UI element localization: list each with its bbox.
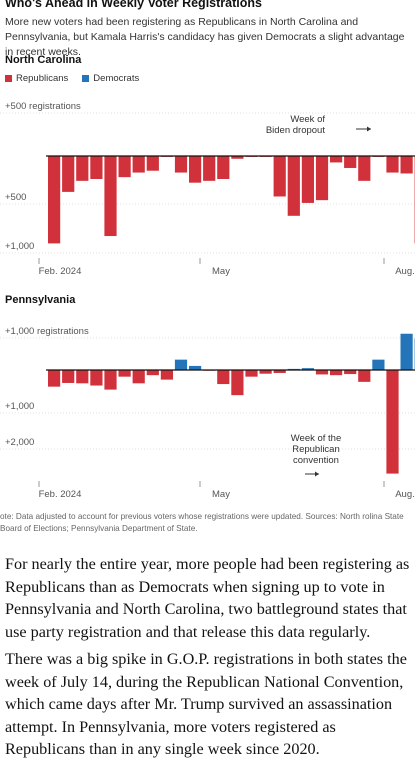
nc-bar-republicans <box>189 156 201 183</box>
pa-y-tick-label: +2,000 <box>5 437 34 448</box>
pa-y-tick-label: +1,000 <box>5 401 34 412</box>
pa-bar-republicans <box>147 370 159 375</box>
chart-title: Who's Ahead in Weekly Voter Registration… <box>5 0 262 10</box>
pa-bar-republicans <box>161 370 173 380</box>
pa-bar-republicans <box>133 370 145 383</box>
pa-bar-republicans <box>48 370 60 387</box>
nc-y-tick-label: +1,000 <box>5 241 34 252</box>
nc-bar-republicans <box>133 156 145 173</box>
pa-x-tick-label: Aug. <box>395 489 415 500</box>
pennsylvania-chart: +1,000 registrations +1,000 +2,000 Feb. 202… <box>0 315 415 505</box>
nc-bar-republicans <box>316 156 328 200</box>
nc-bar-republicans <box>288 156 300 216</box>
north-carolina-heading: North Carolina <box>5 54 81 66</box>
nc-bar-republicans <box>217 156 229 179</box>
body-paragraph-1: For nearly the entire year, more people … <box>5 553 415 643</box>
legend-item-republicans: Republicans <box>5 73 68 84</box>
pa-bar-democrats <box>175 360 187 370</box>
nc-bar-republicans <box>119 156 131 177</box>
nc-bar-republicans <box>175 156 187 173</box>
pa-bar-republicans <box>330 370 342 375</box>
pa-annotation-arrowhead <box>315 472 319 477</box>
pa-bar-democrats <box>372 360 384 370</box>
pa-bar-democrats <box>401 334 413 370</box>
nc-bar-republicans <box>62 156 74 192</box>
pa-annotation-text: Week of the <box>291 433 342 444</box>
pa-bar-republicans <box>62 370 74 383</box>
nc-bar-republicans <box>104 156 116 236</box>
nc-bar-republicans <box>330 156 342 162</box>
nc-bar-republicans <box>386 156 398 173</box>
pa-x-tick-label: Feb. 2024 <box>39 489 82 500</box>
pa-x-tick-label: May <box>212 489 230 500</box>
nc-x-tick-label: Feb. 2024 <box>39 266 82 277</box>
pa-bar-republicans <box>90 370 102 386</box>
pa-bar-republicans <box>358 370 370 382</box>
nc-x-tick-label: May <box>212 266 230 277</box>
republicans-swatch <box>5 75 12 82</box>
nc-bar-republicans <box>401 156 413 173</box>
pa-bar-republicans <box>386 370 398 474</box>
legend-item-democrats: Democrats <box>82 73 139 84</box>
nc-annotation-text: Biden dropout <box>266 125 326 136</box>
pa-bar-republicans <box>316 370 328 374</box>
nc-annotation-text: Week of <box>290 114 325 125</box>
pa-bar-republicans <box>119 370 131 377</box>
nc-bar-republicans <box>302 156 314 203</box>
nc-bar-republicans <box>344 156 356 168</box>
nc-bar-republicans <box>203 156 215 181</box>
pa-bar-republicans <box>217 370 229 384</box>
north-carolina-chart: +500 registrations +500 +1,000 Feb. 2024 May… <box>0 98 415 283</box>
nc-bar-republicans <box>358 156 370 181</box>
source-note: ote: Data adjusted to account for previo… <box>0 511 415 535</box>
body-paragraph-2: There was a big spike in G.O.P. registra… <box>5 648 415 761</box>
legend-label-republicans: Republicans <box>16 73 68 84</box>
legend: Republicans Democrats <box>5 73 139 84</box>
nc-y-tick-label: +500 <box>5 192 26 203</box>
nc-bar-republicans <box>90 156 102 179</box>
pa-annotation-text: convention <box>293 455 339 466</box>
pa-annotation-text: Republican <box>292 444 340 455</box>
pa-bar-republicans <box>104 370 116 390</box>
nc-bar-republicans <box>76 156 88 181</box>
nc-bar-republicans <box>274 156 286 196</box>
pa-bar-republicans <box>231 370 243 395</box>
nc-annotation-arrowhead <box>367 127 371 132</box>
nc-bar-republicans <box>147 156 159 171</box>
nc-x-tick-label: Aug. <box>395 266 415 277</box>
pa-bar-republicans <box>76 370 88 383</box>
nc-bar-republicans <box>48 156 60 243</box>
legend-label-democrats: Democrats <box>93 73 139 84</box>
pa-bar-republicans <box>245 370 257 377</box>
pennsylvania-heading: Pennsylvania <box>5 294 75 306</box>
nc-y-tick-label: +500 registrations <box>5 101 81 112</box>
pa-y-tick-label: +1,000 registrations <box>5 326 89 337</box>
democrats-swatch <box>82 75 89 82</box>
